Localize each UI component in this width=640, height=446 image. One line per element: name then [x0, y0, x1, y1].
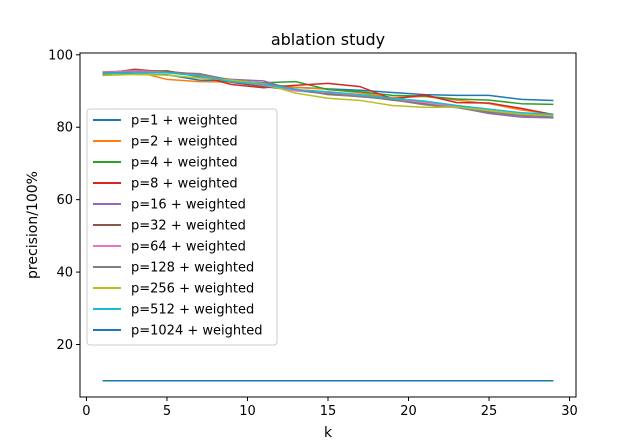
- legend-label: p=8 + weighted: [131, 177, 238, 192]
- legend-label: p=32 + weighted: [131, 219, 246, 234]
- y-tick-label: 20: [56, 338, 73, 353]
- legend-label: p=256 + weighted: [131, 282, 254, 297]
- series-layer: [102, 68, 554, 382]
- legend-label: p=64 + weighted: [131, 240, 246, 255]
- legend-label: p=16 + weighted: [131, 198, 246, 213]
- y-tick-label: 40: [56, 266, 73, 281]
- x-tick-label: 0: [82, 404, 90, 419]
- x-tick-label: 15: [320, 404, 337, 419]
- series-line-9: [102, 73, 554, 117]
- legend-label: p=2 + weighted: [131, 135, 238, 150]
- x-tick-label: 30: [561, 404, 578, 419]
- series-line-8: [102, 71, 554, 118]
- ticks-layer: 0 5 10 15 20 25 30 20 40 60 80 100: [48, 48, 578, 419]
- series-line-10: [102, 72, 554, 115]
- y-tick-label: 60: [56, 193, 73, 208]
- x-tick-label: 5: [163, 404, 171, 419]
- legend-box: [86, 108, 278, 346]
- legend-label: p=1 + weighted: [131, 114, 238, 129]
- chart-title: ablation study: [271, 30, 385, 49]
- y-tick-label: 80: [56, 121, 73, 136]
- legend-label: p=128 + weighted: [131, 261, 254, 276]
- legend: p=1 + weighted p=2 + weighted p=4 + weight…: [86, 108, 278, 346]
- legend-label: p=4 + weighted: [131, 156, 238, 171]
- x-tick-label: 25: [481, 404, 498, 419]
- y-axis-label: precision/100%: [25, 171, 41, 279]
- legend-label: p=512 + weighted: [131, 303, 254, 318]
- y-tick-label: 100: [48, 48, 73, 63]
- x-axis-label: k: [324, 425, 333, 441]
- x-tick-label: 20: [400, 404, 417, 419]
- x-tick-label: 10: [239, 404, 256, 419]
- legend-label: p=1024 + weighted: [131, 324, 262, 339]
